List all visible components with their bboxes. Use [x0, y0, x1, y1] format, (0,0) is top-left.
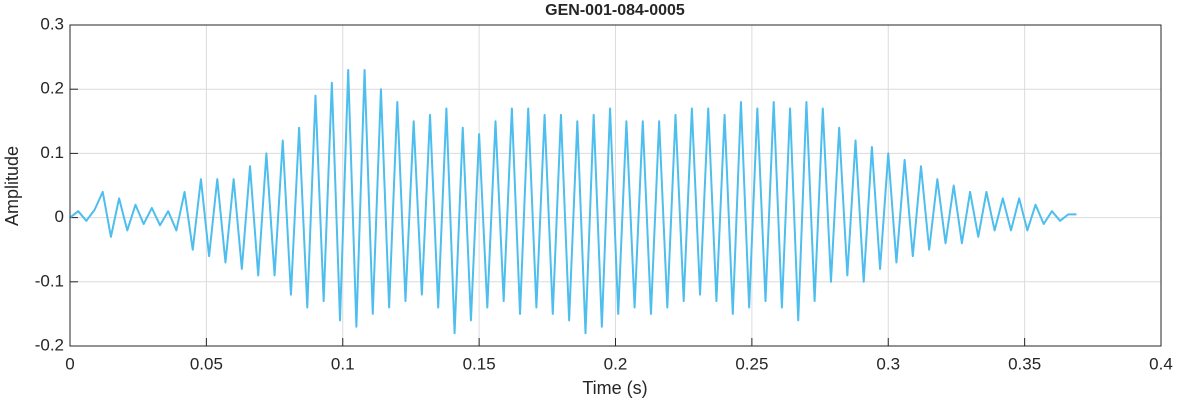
x-tick-label: 0.25	[735, 354, 768, 373]
x-tick-label: 0.15	[463, 354, 496, 373]
plot-frame	[69, 24, 1162, 347]
y-tick-label: -0.1	[35, 271, 64, 290]
x-tick-label: 0.1	[331, 354, 355, 373]
y-tick-label: -0.2	[35, 335, 64, 354]
x-tick-label: 0.3	[876, 354, 900, 373]
x-tick-label: 0.4	[1149, 354, 1173, 373]
y-tick-label: 0	[55, 207, 64, 226]
x-tick-label: 0.35	[1008, 354, 1041, 373]
waveform-line	[69, 68, 1077, 335]
x-axis-label: Time (s)	[582, 378, 647, 398]
y-tick-label: 0.2	[40, 79, 64, 98]
y-axis-label: Amplitude	[2, 146, 22, 226]
x-tick-label: 0	[65, 354, 74, 373]
x-tick-label: 0.2	[604, 354, 628, 373]
chart-title: GEN-001-084-0005	[545, 2, 685, 19]
x-tick-label: 0.05	[190, 354, 223, 373]
y-tick-label: 0.3	[40, 14, 64, 33]
y-tick-label: 0.1	[40, 143, 64, 162]
